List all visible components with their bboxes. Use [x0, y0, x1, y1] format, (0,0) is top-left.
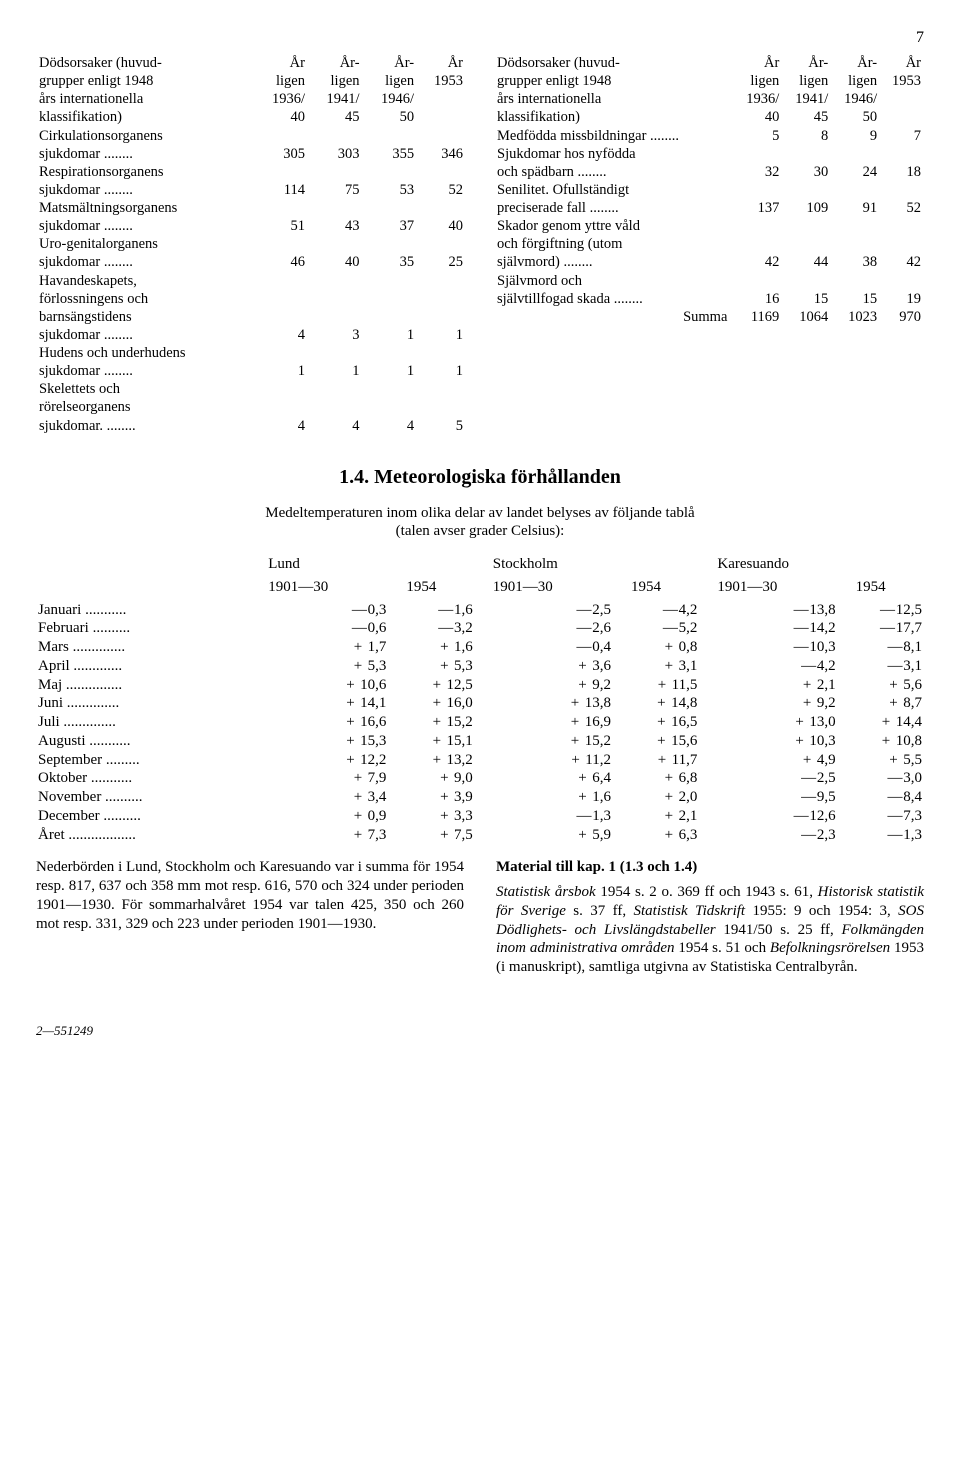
bottom-left: Nederbörden i Lund, Stockholm och Karesu… [36, 858, 464, 983]
table-row: sjukdomar ........305303355346 [36, 145, 466, 163]
table-row: Självmord och [494, 272, 924, 290]
table-row: sjukdomar. ........4445 [36, 417, 466, 435]
table-row: sjukdomar ........46403525 [36, 253, 466, 271]
table-row: preciserade fall ........1371099152 [494, 199, 924, 217]
table-row: Februari ..........— 0,6— 3,2— 2,6— 5,2—… [36, 619, 924, 638]
table-row: April .............+ 5,3+ 5,3+ 3,6+ 3,1—… [36, 657, 924, 676]
deaths-table-right: Dödsorsaker (huvud-ÅrÅr-År-Årgrupper enl… [494, 54, 924, 326]
bottom-left-text: Nederbörden i Lund, Stockholm och Karesu… [36, 858, 464, 933]
table-row: Hudens och underhudens [36, 344, 466, 362]
year-row: Året ..................+ 7,3+ 7,5+ 5,9+ … [36, 826, 924, 845]
table-row: Augusti ...........+ 15,3+ 15,1+ 15,2+ 1… [36, 732, 924, 751]
bottom-right-body: Statistisk årsbok 1954 s. 2 o. 369 ff oc… [496, 883, 924, 977]
bottom-right-title: Material till kap. 1 (1.3 och 1.4) [496, 858, 924, 877]
table-row: Senilitet. Ofullständigt [494, 181, 924, 199]
table-row: sjukdomar ........114755352 [36, 181, 466, 199]
table-row: rörelseorganens [36, 398, 466, 416]
intro-line2: (talen avser grader Celsius): [396, 523, 565, 539]
table-row: Respirationsorganens [36, 163, 466, 181]
table-row: Uro-genitalorganens [36, 235, 466, 253]
table-row: Matsmältningsorganens [36, 199, 466, 217]
table-row: Medfödda missbildningar ........5897 [494, 127, 924, 145]
table-row: Cirkulationsorganens [36, 127, 466, 145]
table-row: och förgiftning (utom [494, 235, 924, 253]
deaths-table-left: Dödsorsaker (huvud-ÅrÅr-År-Årgrupper enl… [36, 54, 466, 435]
table-row: December ..........+ 0,9+ 3,3— 1,3+ 2,1—… [36, 807, 924, 826]
table-row: Havandeskapets, [36, 272, 466, 290]
top-tables: Dödsorsaker (huvud-ÅrÅr-År-Årgrupper enl… [36, 54, 924, 435]
table-row: sjukdomar ........4311 [36, 326, 466, 344]
table-row: Skelettets och [36, 380, 466, 398]
table-row: September .........+ 12,2+ 13,2+ 11,2+ 1… [36, 751, 924, 770]
table-row: Maj ...............+ 10,6+ 12,5+ 9,2+ 11… [36, 676, 924, 695]
table-row: självmord) ........42443842 [494, 253, 924, 271]
table-row: Januari ...........— 0,3— 1,6— 2,5— 4,2—… [36, 601, 924, 620]
top-right-column: Dödsorsaker (huvud-ÅrÅr-År-Årgrupper enl… [494, 54, 924, 435]
summa-row: Summa116910641023970 [494, 308, 924, 326]
bottom-columns: Nederbörden i Lund, Stockholm och Karesu… [36, 858, 924, 983]
intro-line1: Medeltemperaturen inom olika delar av la… [265, 505, 694, 521]
intro-text: Medeltemperaturen inom olika delar av la… [36, 504, 924, 542]
table-row: och spädbarn ........32302418 [494, 163, 924, 181]
section-title: 1.4. Meteorologiska förhållanden [36, 465, 924, 490]
table-row: barnsängstidens [36, 308, 466, 326]
meteo-table: LundStockholmKaresuando1901—3019541901—3… [36, 555, 924, 844]
page-number: 7 [36, 28, 924, 48]
table-row: sjukdomar ........51433740 [36, 217, 466, 235]
table-row: sjukdomar ........1111 [36, 362, 466, 380]
table-row: Juni ..............+ 14,1+ 16,0+ 13,8+ 1… [36, 694, 924, 713]
table-row: självtillfogad skada ........16151519 [494, 290, 924, 308]
table-row: November ..........+ 3,4+ 3,9+ 1,6+ 2,0—… [36, 788, 924, 807]
table-row: Sjukdomar hos nyfödda [494, 145, 924, 163]
table-row: Skador genom yttre våld [494, 217, 924, 235]
bottom-right: Material till kap. 1 (1.3 och 1.4) Stati… [496, 858, 924, 983]
table-row: förlossningens och [36, 290, 466, 308]
table-row: Mars ..............+ 1,7+ 1,6— 0,4+ 0,8—… [36, 638, 924, 657]
table-row: Oktober ...........+ 7,9+ 9,0+ 6,4+ 6,8—… [36, 769, 924, 788]
top-left-column: Dödsorsaker (huvud-ÅrÅr-År-Årgrupper enl… [36, 54, 466, 435]
footer-reference: 2—551249 [36, 1023, 924, 1039]
table-row: Juli ..............+ 16,6+ 15,2+ 16,9+ 1… [36, 713, 924, 732]
